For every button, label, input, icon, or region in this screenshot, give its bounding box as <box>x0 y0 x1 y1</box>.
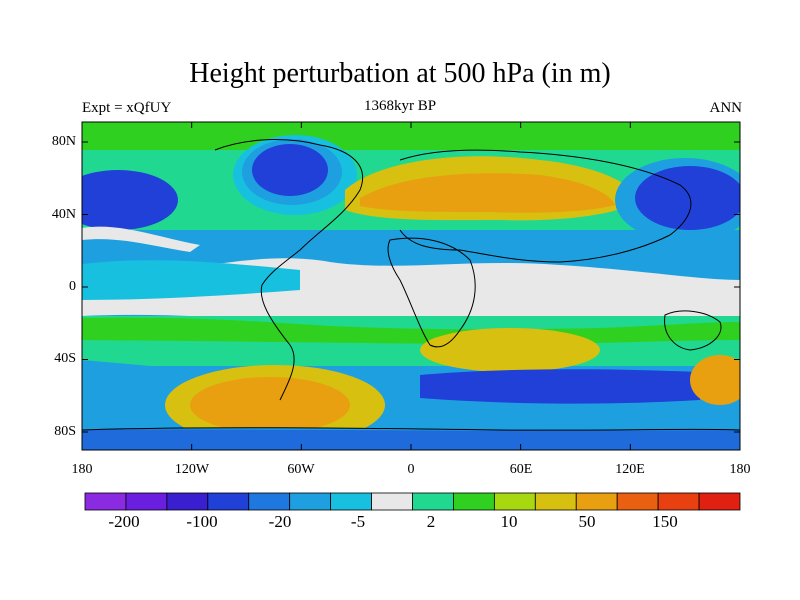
colorbar-swatch <box>657 492 700 511</box>
coastline-antarctica <box>82 427 740 431</box>
colorbar-swatch <box>330 492 372 511</box>
axis-ticks <box>81 122 741 450</box>
lon-tick-label: 180 <box>729 462 751 477</box>
colorbar-swatch <box>453 492 495 511</box>
colorbar-swatch <box>575 492 618 511</box>
colorbar-label: 50 <box>578 512 596 531</box>
coastline-australia <box>664 310 722 351</box>
colorbar-label: 2 <box>426 512 436 531</box>
lat-tick-label: 80N <box>51 134 76 149</box>
field-sio-high <box>420 328 600 372</box>
colorbar-swatch <box>248 492 291 511</box>
lat-tick-label: 40S <box>54 351 76 366</box>
field-namerica-low <box>252 144 328 196</box>
field-antarctic-low <box>82 429 740 450</box>
colorbar-label: -200 <box>108 512 140 531</box>
field-southern-ocean-low <box>420 369 700 404</box>
colorbar-swatch <box>289 492 332 511</box>
field-spac-high <box>190 377 350 433</box>
field-dateline-high <box>690 355 740 405</box>
colorbar-swatch <box>616 492 659 511</box>
colorbar-label: -20 <box>268 512 292 531</box>
coastline-africa <box>387 237 476 348</box>
colorbar-swatch <box>534 492 577 511</box>
colorbar-swatch <box>698 492 741 511</box>
field-tropical-cyan <box>82 260 300 300</box>
colorbar-swatch <box>166 492 209 511</box>
field-npac-east-low <box>635 166 740 230</box>
coastline-eurasia <box>399 149 692 263</box>
lon-tick-label: 120E <box>615 462 645 477</box>
colorbar-swatch <box>125 492 168 511</box>
coastline-americas <box>214 139 364 401</box>
coastlines <box>82 139 740 431</box>
time-label: 1368kyr BP <box>363 98 437 114</box>
lon-tick-label: 60E <box>509 462 533 477</box>
map-field <box>82 122 740 450</box>
lon-tick-label: 120W <box>174 462 210 477</box>
lat-tick-label: 0 <box>69 279 76 294</box>
colorbar-label: 10 <box>500 512 518 531</box>
lon-tick-label: 60W <box>287 462 315 477</box>
lon-tick-label: 0 <box>407 462 415 477</box>
lat-tick-label: 40N <box>51 207 76 222</box>
colorbar-swatch <box>84 492 127 511</box>
lon-tick-label: 180 <box>71 462 93 477</box>
colorbar-swatch <box>493 492 536 511</box>
colorbar <box>84 492 741 511</box>
field-eurasia-high <box>360 173 615 213</box>
colorbar-swatch <box>412 492 454 511</box>
colorbar-label: 150 <box>652 512 678 531</box>
colorbar-swatch <box>371 492 413 511</box>
colorbar-label: -5 <box>350 512 366 531</box>
field-npac-low <box>82 170 178 230</box>
colorbar-label: -100 <box>186 512 218 531</box>
experiment-label: Expt = xQfUY <box>82 100 172 116</box>
lat-tick-label: 80S <box>54 424 76 439</box>
field-north-white-streak <box>82 226 200 252</box>
figure-title: Height perturbation at 500 hPa (in m) <box>189 58 611 89</box>
season-label: ANN <box>709 100 743 116</box>
colorbar-swatch <box>207 492 250 511</box>
